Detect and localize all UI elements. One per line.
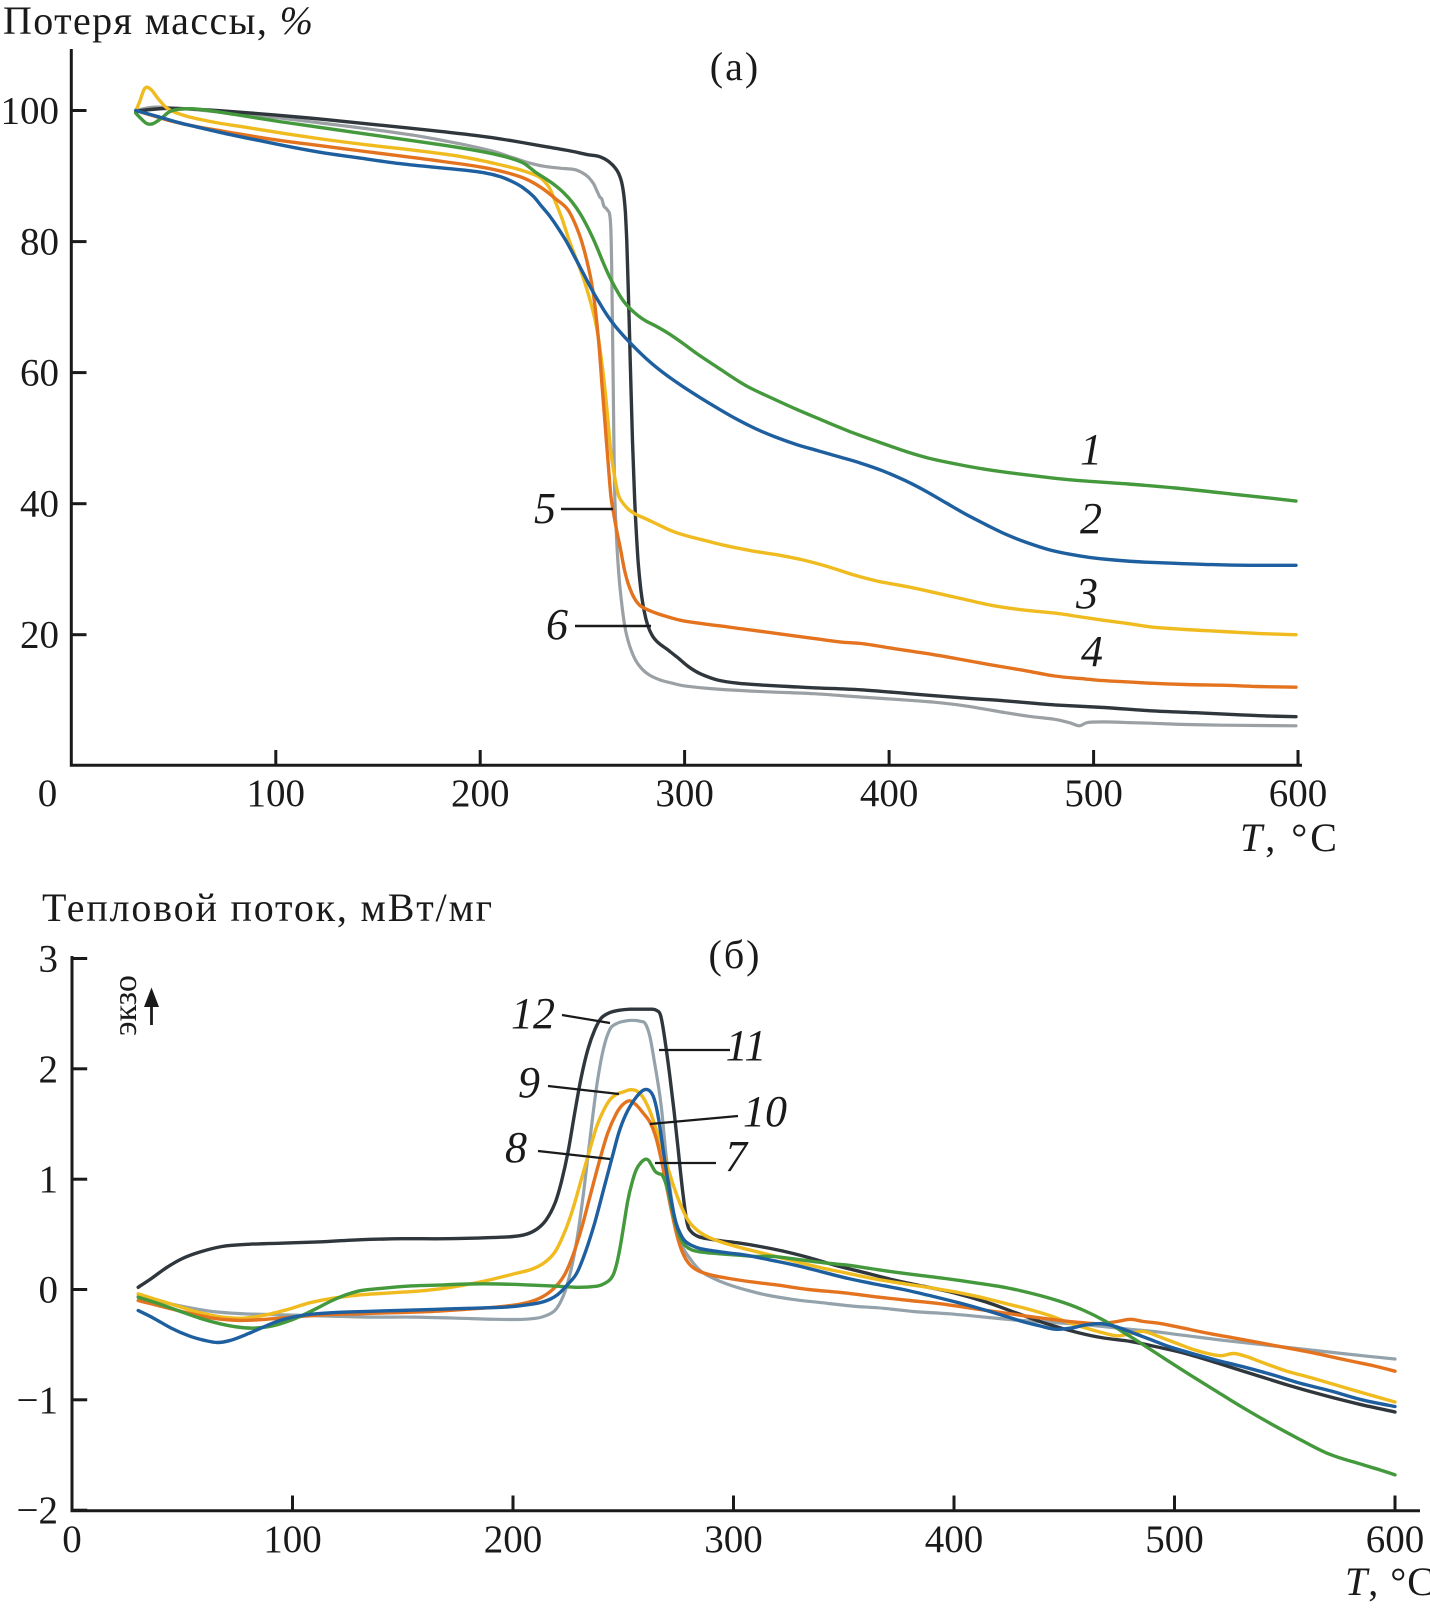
svg-text:(а): (а) bbox=[710, 44, 760, 89]
svg-text:8: 8 bbox=[505, 1123, 527, 1172]
svg-text:80: 80 bbox=[20, 221, 59, 264]
svg-text:400: 400 bbox=[925, 1518, 984, 1561]
svg-text:Тепловой поток, мВт/мг: Тепловой поток, мВт/мг bbox=[42, 885, 492, 930]
svg-text:500: 500 bbox=[1145, 1518, 1204, 1561]
svg-text:экзо: экзо bbox=[107, 975, 144, 1036]
svg-text:0: 0 bbox=[38, 772, 58, 815]
svg-text:20: 20 bbox=[20, 614, 59, 657]
svg-text:2: 2 bbox=[1080, 494, 1102, 543]
svg-text:−2: −2 bbox=[17, 1489, 59, 1532]
svg-text:7: 7 bbox=[725, 1132, 749, 1181]
svg-text:200: 200 bbox=[451, 772, 510, 815]
svg-text:0: 0 bbox=[39, 1269, 59, 1312]
svg-text:500: 500 bbox=[1064, 772, 1123, 815]
svg-text:300: 300 bbox=[704, 1518, 763, 1561]
svg-text:T, °C: T, °C bbox=[1240, 815, 1340, 860]
svg-text:3: 3 bbox=[39, 938, 59, 981]
svg-text:400: 400 bbox=[860, 772, 919, 815]
svg-text:600: 600 bbox=[1269, 772, 1328, 815]
svg-text:600: 600 bbox=[1366, 1518, 1425, 1561]
svg-text:2: 2 bbox=[39, 1048, 59, 1091]
svg-text:10: 10 bbox=[743, 1087, 787, 1136]
svg-text:5: 5 bbox=[534, 484, 556, 533]
svg-text:11: 11 bbox=[726, 1021, 767, 1070]
svg-text:6: 6 bbox=[546, 600, 568, 649]
svg-text:Потеря массы, %: Потеря массы, % bbox=[3, 0, 313, 43]
svg-text:−1: −1 bbox=[17, 1379, 59, 1422]
svg-text:9: 9 bbox=[518, 1058, 540, 1107]
svg-text:300: 300 bbox=[655, 772, 714, 815]
svg-text:100: 100 bbox=[247, 772, 306, 815]
svg-text:1: 1 bbox=[1080, 425, 1102, 474]
svg-text:40: 40 bbox=[20, 483, 59, 526]
svg-text:1: 1 bbox=[39, 1158, 59, 1201]
svg-text:4: 4 bbox=[1081, 627, 1103, 676]
svg-text:0: 0 bbox=[62, 1518, 82, 1561]
svg-text:12: 12 bbox=[511, 989, 555, 1038]
svg-text:3: 3 bbox=[1075, 569, 1098, 618]
svg-text:60: 60 bbox=[20, 352, 59, 395]
svg-text:100: 100 bbox=[263, 1518, 322, 1561]
svg-text:T, °C: T, °C bbox=[1345, 1559, 1430, 1604]
svg-text:200: 200 bbox=[484, 1518, 543, 1561]
svg-text:(б): (б) bbox=[709, 932, 762, 977]
svg-text:100: 100 bbox=[1, 90, 60, 133]
